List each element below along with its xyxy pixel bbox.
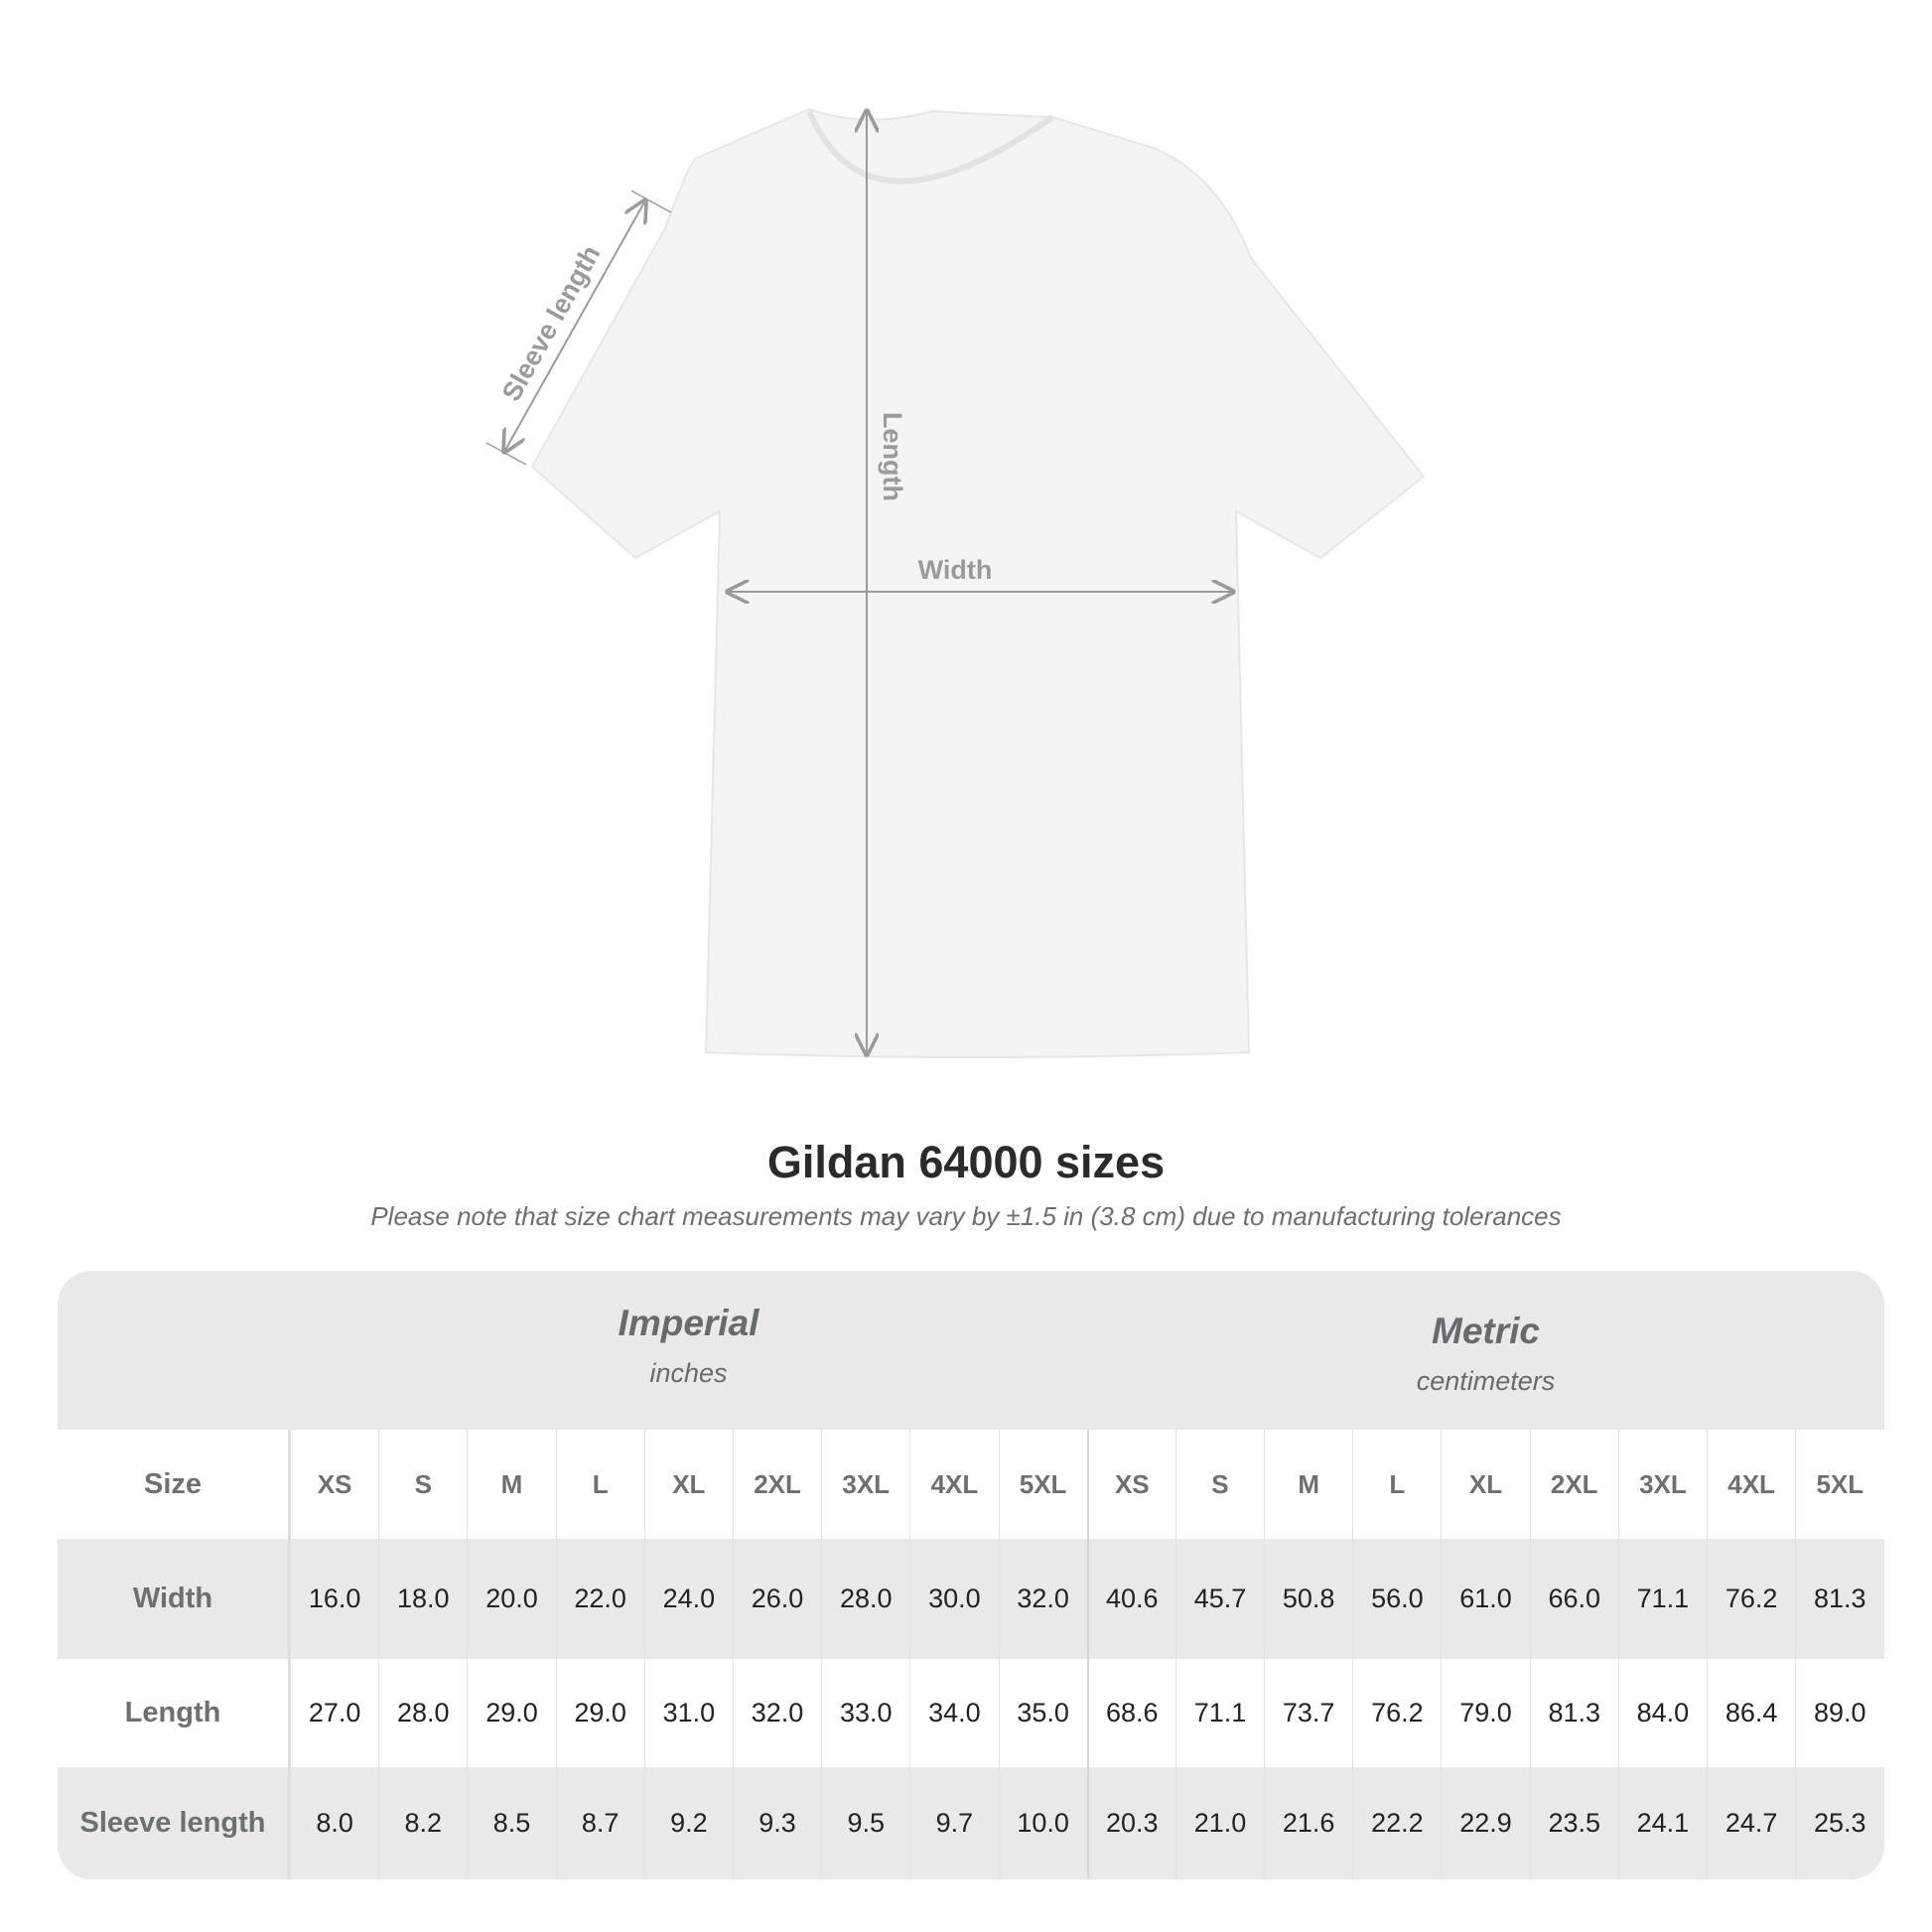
imperial-size-header: 2XL (732, 1430, 821, 1539)
metric-value-cell: 40.6 (1086, 1539, 1175, 1659)
imperial-unit: inches (649, 1358, 728, 1388)
imperial-value-cell: 10.0 (998, 1767, 1087, 1879)
imperial-value-cell: 35.0 (998, 1659, 1087, 1767)
imperial-size-header: S (378, 1430, 467, 1539)
tolerance-note: Please note that size chart measurements… (370, 1201, 1562, 1231)
metric-value-cell: 56.0 (1352, 1539, 1441, 1659)
metric-value-cell: 22.2 (1352, 1767, 1441, 1879)
metric-value-cell: 76.2 (1707, 1539, 1795, 1659)
imperial-value-cell: 28.0 (378, 1659, 467, 1767)
imperial-value-cell: 32.0 (732, 1659, 821, 1767)
imperial-value-cell: 9.3 (732, 1767, 821, 1879)
imperial-size-header: M (467, 1430, 555, 1539)
metric-size-header: 4XL (1707, 1430, 1795, 1539)
imperial-value-cell: 32.0 (998, 1539, 1087, 1659)
row-label: Size (58, 1430, 290, 1539)
imperial-size-header: 4XL (909, 1430, 998, 1539)
imperial-value-cell: 33.0 (821, 1659, 909, 1767)
imperial-value-cell: 9.2 (643, 1767, 733, 1879)
table-row: Width 16.0 18.0 20.0 22.0 24.0 26.0 28.0 30.0 32.… (58, 1539, 1884, 1659)
imperial-size-header: 3XL (821, 1430, 909, 1539)
size-table: Imperial inches Metric centimeters Size X… (58, 1271, 1884, 1879)
metric-value-cell: 24.7 (1707, 1767, 1795, 1879)
metric-value-cell: 76.2 (1352, 1659, 1441, 1767)
metric-value-cell: 45.7 (1174, 1539, 1264, 1659)
imperial-value-cell: 9.7 (909, 1767, 998, 1879)
metric-value-cell: 68.6 (1086, 1659, 1175, 1767)
row-label: Width (58, 1539, 290, 1659)
imperial-value-cell: 31.0 (643, 1659, 733, 1767)
metric-value-cell: 71.1 (1617, 1539, 1707, 1659)
imperial-value-cell: 8.0 (290, 1767, 378, 1879)
metric-value-cell: 81.3 (1529, 1659, 1618, 1767)
imperial-value-cell: 20.0 (467, 1539, 555, 1659)
metric-value-cell: 73.7 (1264, 1659, 1352, 1767)
tshirt-collar (806, 109, 1054, 185)
imperial-value-cell: 8.7 (555, 1767, 644, 1879)
metric-value-cell: 20.3 (1086, 1767, 1175, 1879)
imperial-value-cell: 29.0 (467, 1659, 555, 1767)
metric-value-cell: 21.6 (1264, 1767, 1352, 1879)
row-label: Sleeve length (58, 1767, 290, 1879)
metric-value-cell: 50.8 (1264, 1539, 1352, 1659)
metric-value-cell: 79.0 (1441, 1659, 1529, 1767)
imperial-size-header: XL (643, 1430, 733, 1539)
page-title: Gildan 64000 sizes (766, 1137, 1166, 1187)
metric-value-cell: 89.0 (1795, 1659, 1883, 1767)
sleeve-arrow (504, 201, 645, 452)
imperial-value-cell: 18.0 (378, 1539, 467, 1659)
metric-size-header: 5XL (1795, 1430, 1883, 1539)
metric-value-cell: 81.3 (1795, 1539, 1883, 1659)
metric-header: Metric centimeters (1087, 1311, 1884, 1469)
metric-size-header: L (1352, 1430, 1441, 1539)
metric-value-cell: 25.3 (1795, 1767, 1883, 1879)
metric-size-header: 3XL (1617, 1430, 1707, 1539)
table-row: Sleeve length 8.0 8.2 8.5 8.7 9.2 9.3 9.5 9.7 10.… (58, 1767, 1884, 1879)
metric-value-cell: 23.5 (1529, 1767, 1618, 1879)
width-label: Width (918, 555, 993, 585)
imperial-value-cell: 34.0 (909, 1659, 998, 1767)
metric-size-header: XL (1441, 1430, 1529, 1539)
row-label: Length (58, 1659, 290, 1767)
size-header-row: Size XS S M L XL 2XL 3XL 4XL 5XL XS S M L XL 2XL 3XL 4XL 5… (58, 1430, 1884, 1539)
table-row: Length 27.0 28.0 29.0 29.0 31.0 32.0 33.0 34.0 35… (58, 1659, 1884, 1767)
metric-value-cell: 61.0 (1441, 1539, 1529, 1659)
imperial-value-cell: 16.0 (290, 1539, 378, 1659)
metric-value-cell: 66.0 (1529, 1539, 1618, 1659)
imperial-size-header: XS (290, 1430, 378, 1539)
imperial-value-cell: 28.0 (821, 1539, 909, 1659)
metric-title: Metric (1432, 1311, 1540, 1351)
imperial-value-cell: 8.5 (467, 1767, 555, 1879)
metric-value-cell: 71.1 (1174, 1659, 1264, 1767)
imperial-title: Imperial (618, 1303, 759, 1343)
imperial-value-cell: 9.5 (821, 1767, 909, 1879)
imperial-value-cell: 8.2 (378, 1767, 467, 1879)
imperial-value-cell: 29.0 (555, 1659, 644, 1767)
imperial-header: Imperial inches (290, 1303, 1087, 1461)
metric-size-header: S (1174, 1430, 1264, 1539)
imperial-size-header: 5XL (998, 1430, 1087, 1539)
metric-value-cell: 22.9 (1441, 1767, 1529, 1879)
imperial-size-header: L (555, 1430, 644, 1539)
metric-size-header: M (1264, 1430, 1352, 1539)
metric-value-cell: 24.1 (1617, 1767, 1707, 1879)
imperial-value-cell: 26.0 (732, 1539, 821, 1659)
metric-size-header: 2XL (1529, 1430, 1618, 1539)
metric-value-cell: 86.4 (1707, 1659, 1795, 1767)
metric-value-cell: 84.0 (1617, 1659, 1707, 1767)
imperial-value-cell: 24.0 (643, 1539, 733, 1659)
metric-size-header: XS (1086, 1430, 1175, 1539)
metric-unit: centimeters (1416, 1366, 1556, 1396)
metric-value-cell: 21.0 (1174, 1767, 1264, 1879)
tshirt-diagram: Sleeve length Length Width (485, 107, 1426, 1058)
imperial-value-cell: 30.0 (909, 1539, 998, 1659)
length-label: Length (878, 412, 907, 501)
imperial-value-cell: 22.0 (555, 1539, 644, 1659)
imperial-value-cell: 27.0 (290, 1659, 378, 1767)
